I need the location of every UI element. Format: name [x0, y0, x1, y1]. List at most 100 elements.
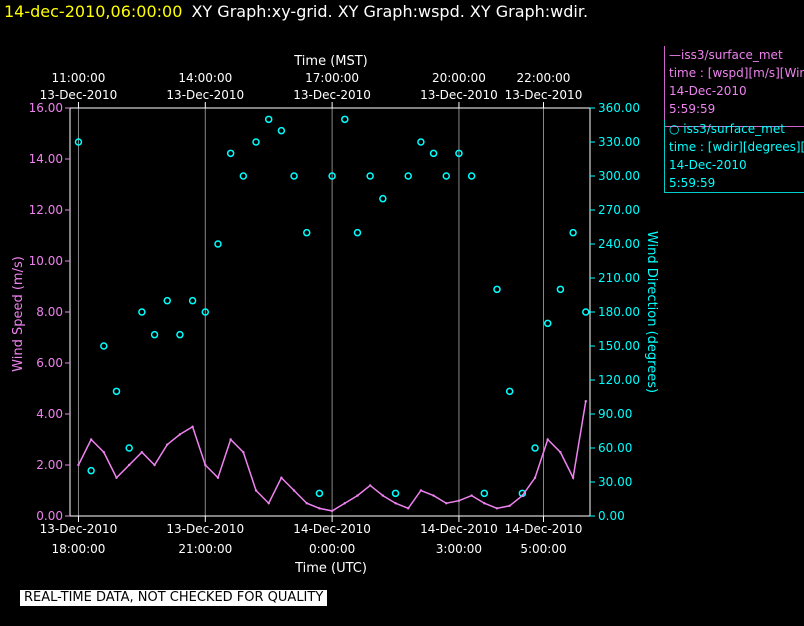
tick-label-right: 270.00: [598, 203, 640, 217]
wdir-point: [302, 228, 311, 237]
wspd-point: [394, 502, 397, 505]
tick-label-bottom-date: 14-Dec-2010: [293, 522, 371, 536]
tick-label-left: 10.00: [29, 254, 63, 268]
wspd-point: [267, 502, 270, 505]
wdir-point: [188, 296, 197, 305]
wspd-point: [204, 463, 207, 467]
wspd-point: [102, 451, 106, 454]
tick-label-top-time: 11:00:00: [52, 71, 106, 85]
wdir-point: [112, 387, 121, 396]
legend-wspd-line1: time : [wspd][m/s][Wind: [669, 66, 804, 80]
tick-label-right: 300.00: [598, 169, 640, 183]
legend-wspd-line3: 5:59:59: [669, 102, 716, 116]
wdir-point: [429, 149, 438, 158]
tick-label-left: 2.00: [36, 458, 63, 472]
tick-label-right: 360.00: [598, 101, 640, 115]
wspd-point: [216, 476, 220, 479]
wspd-point: [292, 489, 296, 492]
wdir-point: [353, 228, 362, 237]
wspd-point: [127, 463, 131, 467]
tick-label-top-time: 17:00:00: [305, 71, 359, 85]
wspd-point: [330, 509, 334, 513]
y-axis-label-right: Wind Direction (degrees): [644, 231, 659, 393]
wdir-point: [252, 138, 260, 146]
wspd-point: [178, 433, 182, 436]
wspd-point: [368, 484, 372, 487]
tick-label-bottom-time: 0:00:00: [309, 542, 355, 556]
legend-wspd-title: —iss3/surface_met: [669, 48, 783, 62]
axes: 11:00:00 13-Dec-2010 14:00:00 13-Dec-2010 17…: [29, 71, 640, 556]
wspd-point: [191, 425, 194, 428]
wdir-point: [176, 330, 184, 339]
wspd-point: [470, 494, 473, 497]
tick-label-bottom-date: 14-Dec-2010: [420, 522, 498, 536]
wspd-point: [457, 499, 461, 502]
wdir-point: [467, 172, 476, 180]
tick-label-bottom-date: 13-Dec-2010: [166, 522, 244, 536]
wspd-point: [343, 502, 346, 505]
wdir-point: [404, 172, 412, 180]
tick-label-right: 30.00: [598, 475, 632, 489]
tick-label-top-date: 13-Dec-2010: [166, 88, 244, 102]
wdir-point: [455, 149, 463, 158]
tick-label-bottom-time: 5:00:00: [520, 542, 566, 556]
header-time: 14-dec-2010,06:00:00: [4, 2, 183, 21]
wdir-point: [417, 138, 425, 146]
wspd-point: [280, 476, 283, 479]
wdir-point: [125, 444, 133, 452]
wdir-point: [569, 228, 577, 237]
tick-label-left: 14.00: [29, 152, 63, 166]
wdir-point: [163, 296, 171, 305]
tick-label-right: 0.00: [598, 509, 625, 523]
wdir-point: [505, 387, 514, 396]
tick-label-left: 4.00: [36, 407, 63, 421]
tick-label-right: 120.00: [598, 373, 640, 387]
wdir-point: [543, 319, 552, 328]
wspd-point: [77, 463, 80, 467]
wspd-point: [571, 476, 575, 479]
wspd-point: [445, 502, 448, 505]
wdir-point: [531, 444, 539, 452]
tick-label-left: 0.00: [36, 509, 63, 523]
wspd-point: [140, 451, 144, 454]
wspd-point: [229, 438, 232, 441]
wspd-point: [242, 451, 245, 454]
tick-label-bottom-date: 13-Dec-2010: [40, 522, 118, 536]
wdir-point: [214, 240, 222, 248]
legend-wspd: —iss3/surface_met time : [wspd][m/s][Win…: [664, 46, 804, 127]
header-title: 14-dec-2010,06:00:00 XY Graph:xy-grid. X…: [4, 2, 588, 21]
legend-wdir-line1: time : [wdir][degrees][W: [669, 140, 804, 154]
wdir-point: [239, 172, 248, 180]
wdir-series: [74, 115, 590, 498]
tick-label-right: 60.00: [598, 441, 632, 455]
tick-label-top-date: 13-Dec-2010: [40, 88, 118, 102]
tick-label-bottom-time: 21:00:00: [178, 542, 232, 556]
wdir-point: [290, 172, 298, 180]
wspd-series: [77, 400, 587, 513]
legend-wdir-line3: 5:59:59: [669, 176, 716, 190]
tick-label-top-time: 20:00:00: [432, 71, 486, 85]
tick-label-bottom-time: 18:00:00: [52, 542, 106, 556]
wdir-point: [379, 194, 387, 203]
tick-label-right: 180.00: [598, 305, 640, 319]
wdir-point: [480, 489, 489, 498]
wspd-point: [495, 507, 499, 510]
legend-wdir-title: ○ iss3/surface_met: [669, 122, 785, 136]
wdir-point: [264, 115, 273, 124]
wdir-point: [328, 172, 336, 180]
wspd-point: [318, 507, 321, 510]
legend-wdir: ○ iss3/surface_met time : [wdir][degrees…: [664, 120, 804, 193]
quality-notice: REAL-TIME DATA, NOT CHECKED FOR QUALITY: [20, 590, 328, 606]
wdir-point: [556, 285, 565, 294]
x-axis-label-bottom: Time (UTC): [294, 561, 367, 576]
wspd-point: [521, 494, 524, 497]
tick-label-left: 16.00: [29, 101, 63, 115]
tick-label-right: 210.00: [598, 271, 640, 285]
wdir-point: [315, 489, 324, 498]
legend-wdir-line2: 14-Dec-2010: [669, 158, 747, 172]
wspd-point: [419, 489, 423, 492]
tick-label-top-date: 13-Dec-2010: [420, 88, 498, 102]
tick-label-top-date: 13-Dec-2010: [293, 88, 371, 102]
wspd-point: [89, 438, 93, 441]
wdir-point: [201, 308, 210, 316]
